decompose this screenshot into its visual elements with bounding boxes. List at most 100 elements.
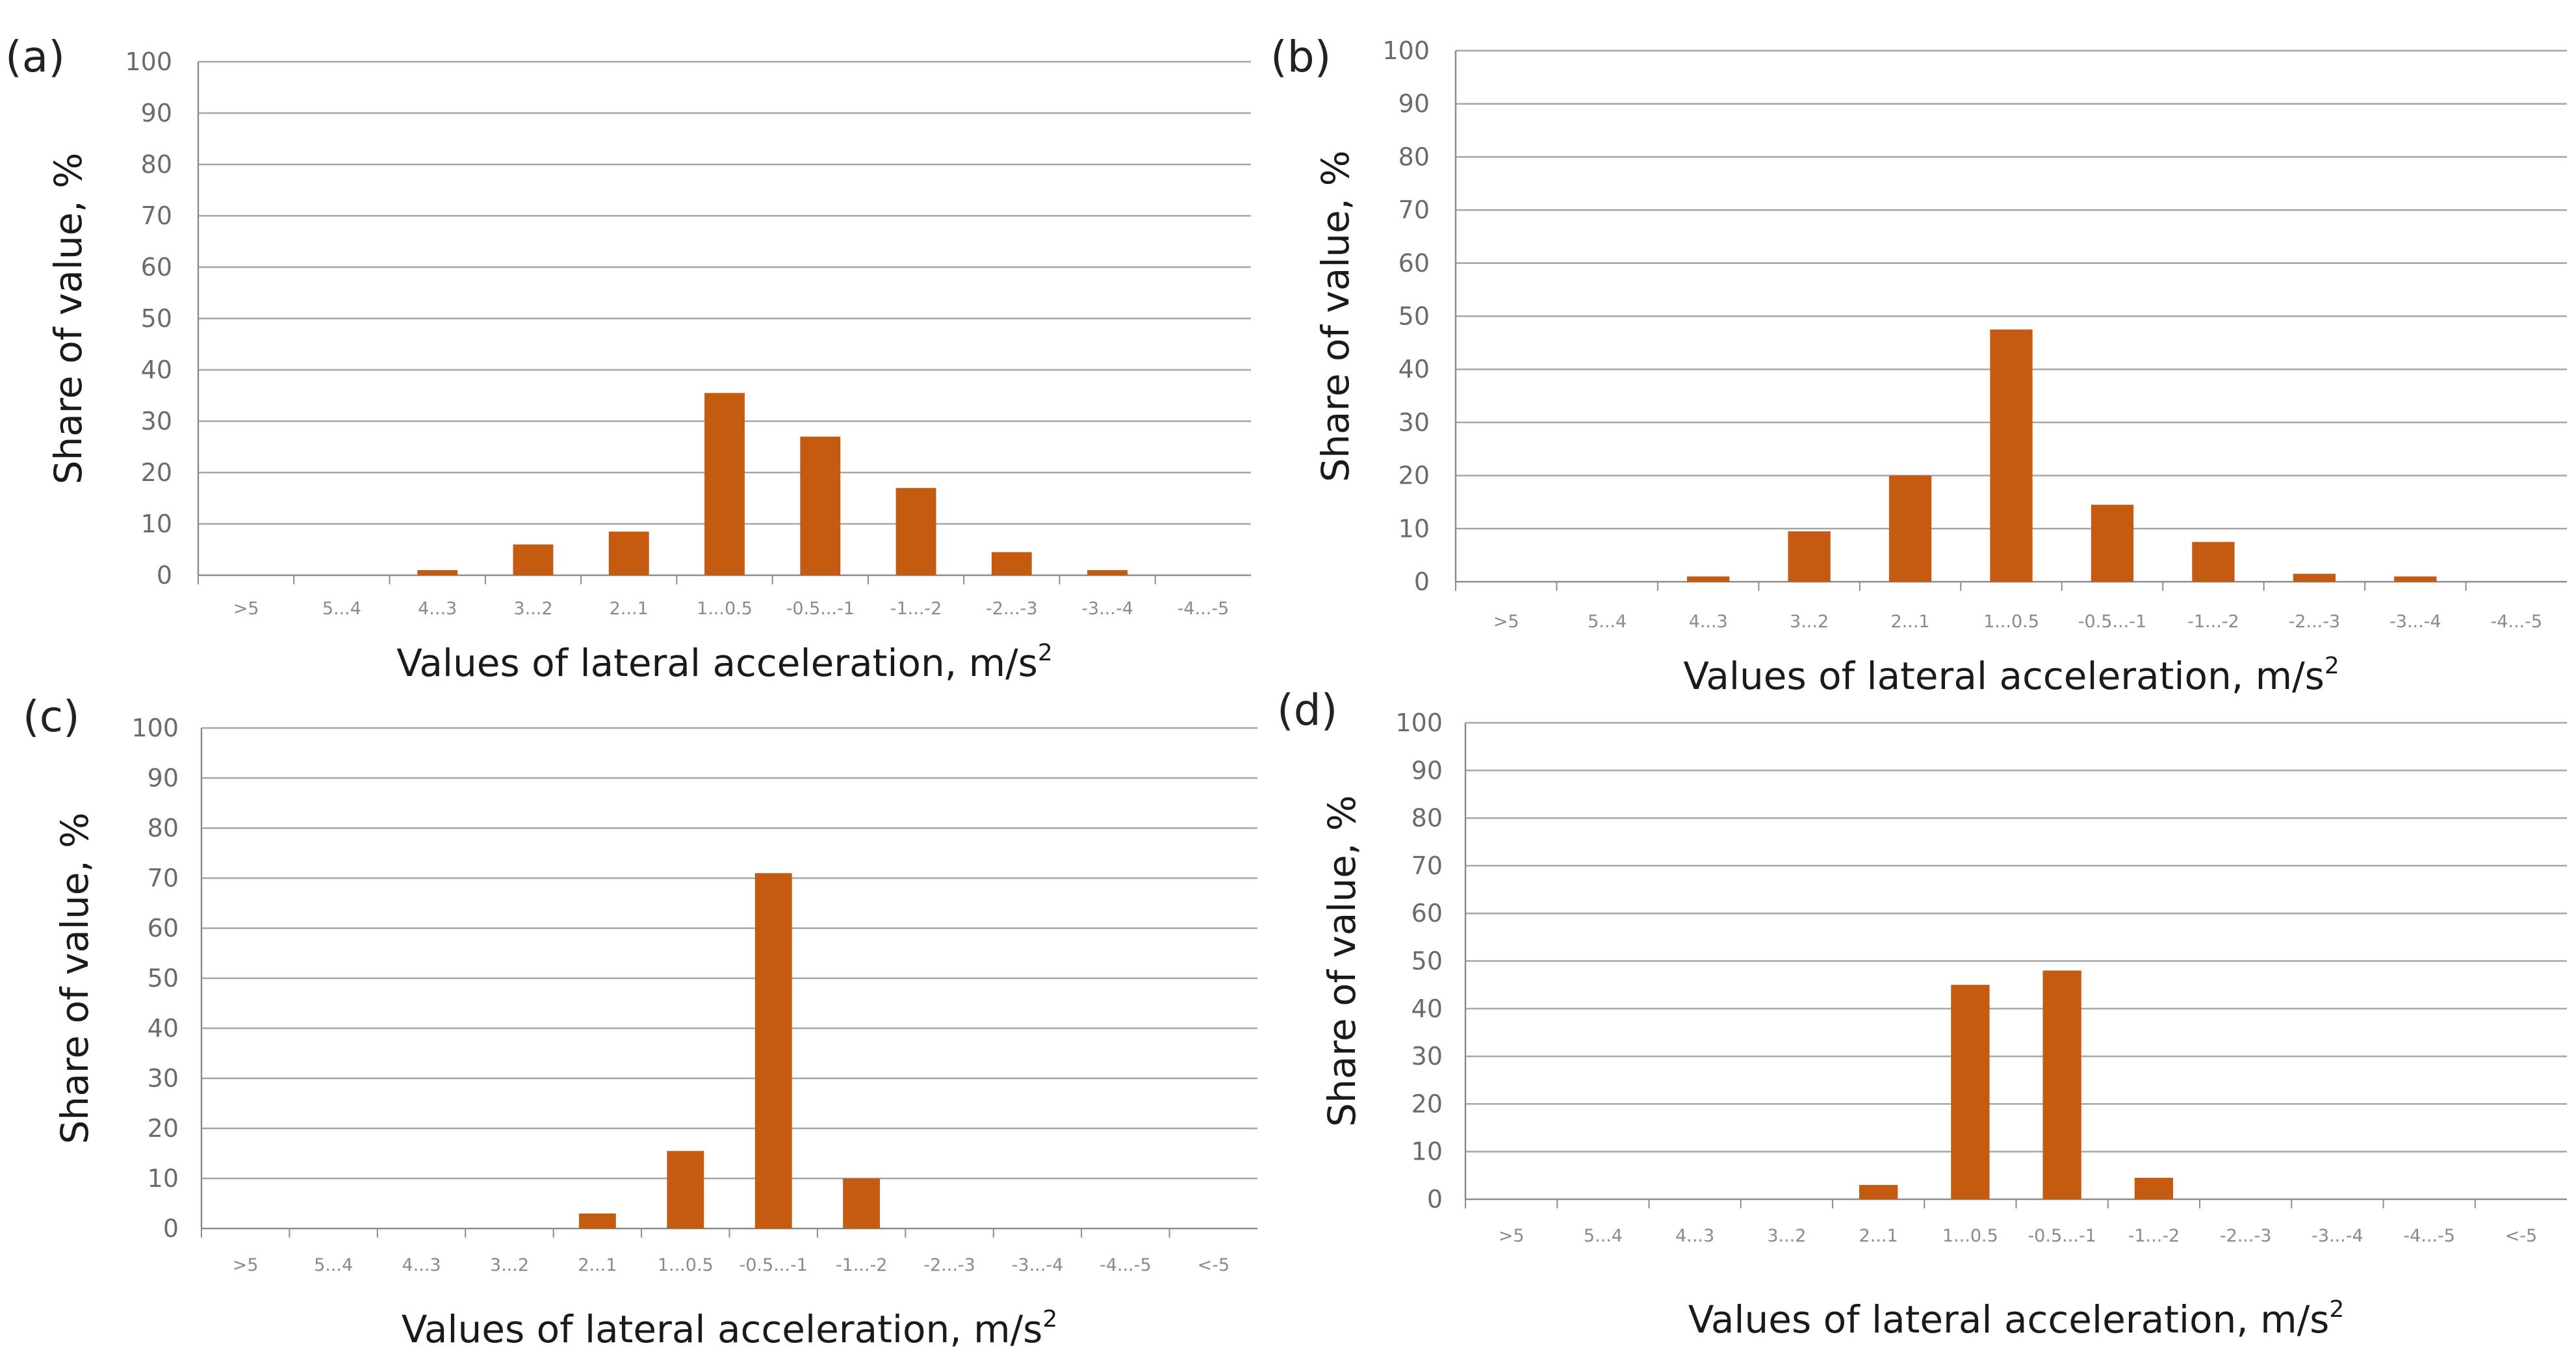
bar [2293, 573, 2336, 582]
y-tick-label: 50 [1411, 947, 1443, 976]
x-axis-title: Values of lateral acceleration, m/s2 [1688, 1296, 2345, 1342]
x-axis-title-text: Values of lateral acceleration, m/s [402, 1307, 1043, 1351]
y-tick-label: 0 [1427, 1185, 1443, 1214]
x-tick-label: >5 [233, 599, 259, 619]
x-tick-label: >5 [1499, 1226, 1525, 1246]
bar [1888, 475, 1932, 582]
bar [1788, 531, 1831, 582]
bar [2042, 970, 2081, 1199]
y-tick-label: 80 [1411, 804, 1443, 833]
x-tick-label: 1...0.5 [1942, 1226, 1998, 1246]
y-tick-label: 10 [1411, 1138, 1443, 1166]
bar [608, 531, 649, 575]
x-axis-title: Values of lateral acceleration, m/s2 [402, 1306, 1058, 1351]
x-tick-label: 5...4 [1588, 612, 1627, 632]
x-axis-title-superscript: 2 [2329, 1296, 2344, 1323]
y-tick-label: 0 [157, 561, 172, 590]
bar [2394, 576, 2437, 582]
bar [704, 393, 745, 575]
y-tick-label: 30 [148, 1064, 179, 1093]
y-tick-label: 70 [148, 864, 179, 892]
x-tick-label: 3...2 [490, 1255, 529, 1275]
chart-panel: (b) 0 10 20 30 40 50 60 70 80 90 100 >5 5...4 4...3 3..… [1270, 32, 2567, 698]
x-tick-label: -1...-2 [890, 599, 942, 619]
x-tick-label: -3...-4 [2389, 612, 2441, 632]
x-tick-label: 3...2 [513, 599, 552, 619]
bar [1087, 570, 1128, 575]
x-tick-label: 2...1 [610, 599, 649, 619]
y-axis-title: Share of value, % [1320, 795, 1364, 1127]
y-tick-label: 20 [1398, 462, 1430, 490]
bar [1686, 576, 1730, 582]
x-tick-label: -4...-5 [2403, 1226, 2455, 1246]
x-tick-label: -0.5...-1 [786, 599, 855, 619]
y-axis-title: Share of value, % [1313, 150, 1358, 482]
x-tick-label: 5...4 [314, 1255, 353, 1275]
x-tick-label: 1...0.5 [1983, 612, 2039, 632]
y-tick-label: 70 [141, 202, 172, 230]
bar [991, 552, 1032, 575]
x-tick-label: -1...-2 [2187, 612, 2239, 632]
x-tick-label: -4...-5 [1100, 1255, 1152, 1275]
bar [417, 570, 458, 575]
x-tick-label: <-5 [1198, 1255, 1230, 1275]
x-tick-label: 2...1 [1890, 612, 1929, 632]
bar [1859, 1185, 1898, 1199]
x-tick-label: 2...1 [1859, 1226, 1898, 1246]
x-axis-title: Values of lateral acceleration, m/s2 [396, 640, 1053, 685]
y-tick-label: 80 [148, 814, 179, 842]
chart-panel: (d) 0 10 20 30 40 50 60 70 80 90 100 >5 5...4 4...3 3..… [1277, 685, 2567, 1342]
y-tick-label: 80 [1398, 142, 1430, 171]
x-tick-label: 3...2 [1790, 612, 1829, 632]
y-tick-label: 40 [1398, 355, 1430, 384]
panel-label: (b) [1270, 32, 1331, 82]
y-tick-label: 20 [141, 458, 172, 487]
bar [800, 436, 841, 575]
bar [578, 1213, 616, 1228]
y-tick-label: 90 [1411, 756, 1443, 785]
x-tick-label: -4...-5 [1178, 599, 1230, 619]
x-tick-label: 4...3 [1675, 1226, 1714, 1246]
bar [1951, 985, 1990, 1199]
bar [2192, 541, 2235, 582]
y-tick-label: 90 [141, 99, 172, 127]
y-tick-label: 60 [148, 914, 179, 942]
y-tick-label: 40 [148, 1014, 179, 1043]
bar [895, 488, 936, 575]
x-tick-label: -2...-3 [2289, 612, 2341, 632]
x-tick-label: 3...2 [1767, 1226, 1806, 1246]
x-tick-label: >5 [233, 1255, 259, 1275]
x-tick-label: 4...3 [1689, 612, 1728, 632]
x-axis-title-text: Values of lateral acceleration, m/s [1688, 1297, 2330, 1342]
y-tick-label: 80 [141, 150, 172, 179]
y-tick-label: 20 [148, 1114, 179, 1143]
y-tick-label: 10 [148, 1164, 179, 1193]
y-tick-label: 30 [1411, 1042, 1443, 1071]
y-tick-label: 100 [1382, 36, 1430, 65]
bar [513, 544, 554, 575]
x-axis-title-superscript: 2 [1038, 640, 1053, 666]
panel-label: (d) [1277, 685, 1337, 735]
x-tick-label: -0.5...-1 [740, 1255, 808, 1275]
y-tick-label: 100 [131, 714, 179, 742]
y-tick-label: 30 [141, 407, 172, 436]
panel-label: (c) [23, 692, 80, 742]
chart-panel: (a) 0 10 20 30 40 50 60 70 80 90 100 >5 5...4 4...3 3..… [5, 32, 1251, 685]
y-tick-label: 40 [141, 356, 172, 384]
x-axis-title-text: Values of lateral acceleration, m/s [396, 641, 1038, 685]
x-tick-label: -3...-4 [2312, 1226, 2363, 1246]
bar [2091, 504, 2134, 582]
x-axis-title-superscript: 2 [1042, 1306, 1057, 1332]
x-axis-title: Values of lateral acceleration, m/s2 [1683, 653, 2339, 698]
x-tick-label: 5...4 [1584, 1226, 1623, 1246]
x-axis-title-text: Values of lateral acceleration, m/s [1683, 654, 2325, 698]
y-tick-label: 70 [1398, 196, 1430, 224]
y-tick-label: 60 [1411, 899, 1443, 928]
x-axis-title-superscript: 2 [2325, 653, 2339, 679]
x-tick-label: -0.5...-1 [2078, 612, 2146, 632]
y-tick-label: 50 [141, 304, 172, 333]
x-tick-label: -4...-5 [2490, 612, 2542, 632]
x-tick-label: 4...3 [402, 1255, 441, 1275]
